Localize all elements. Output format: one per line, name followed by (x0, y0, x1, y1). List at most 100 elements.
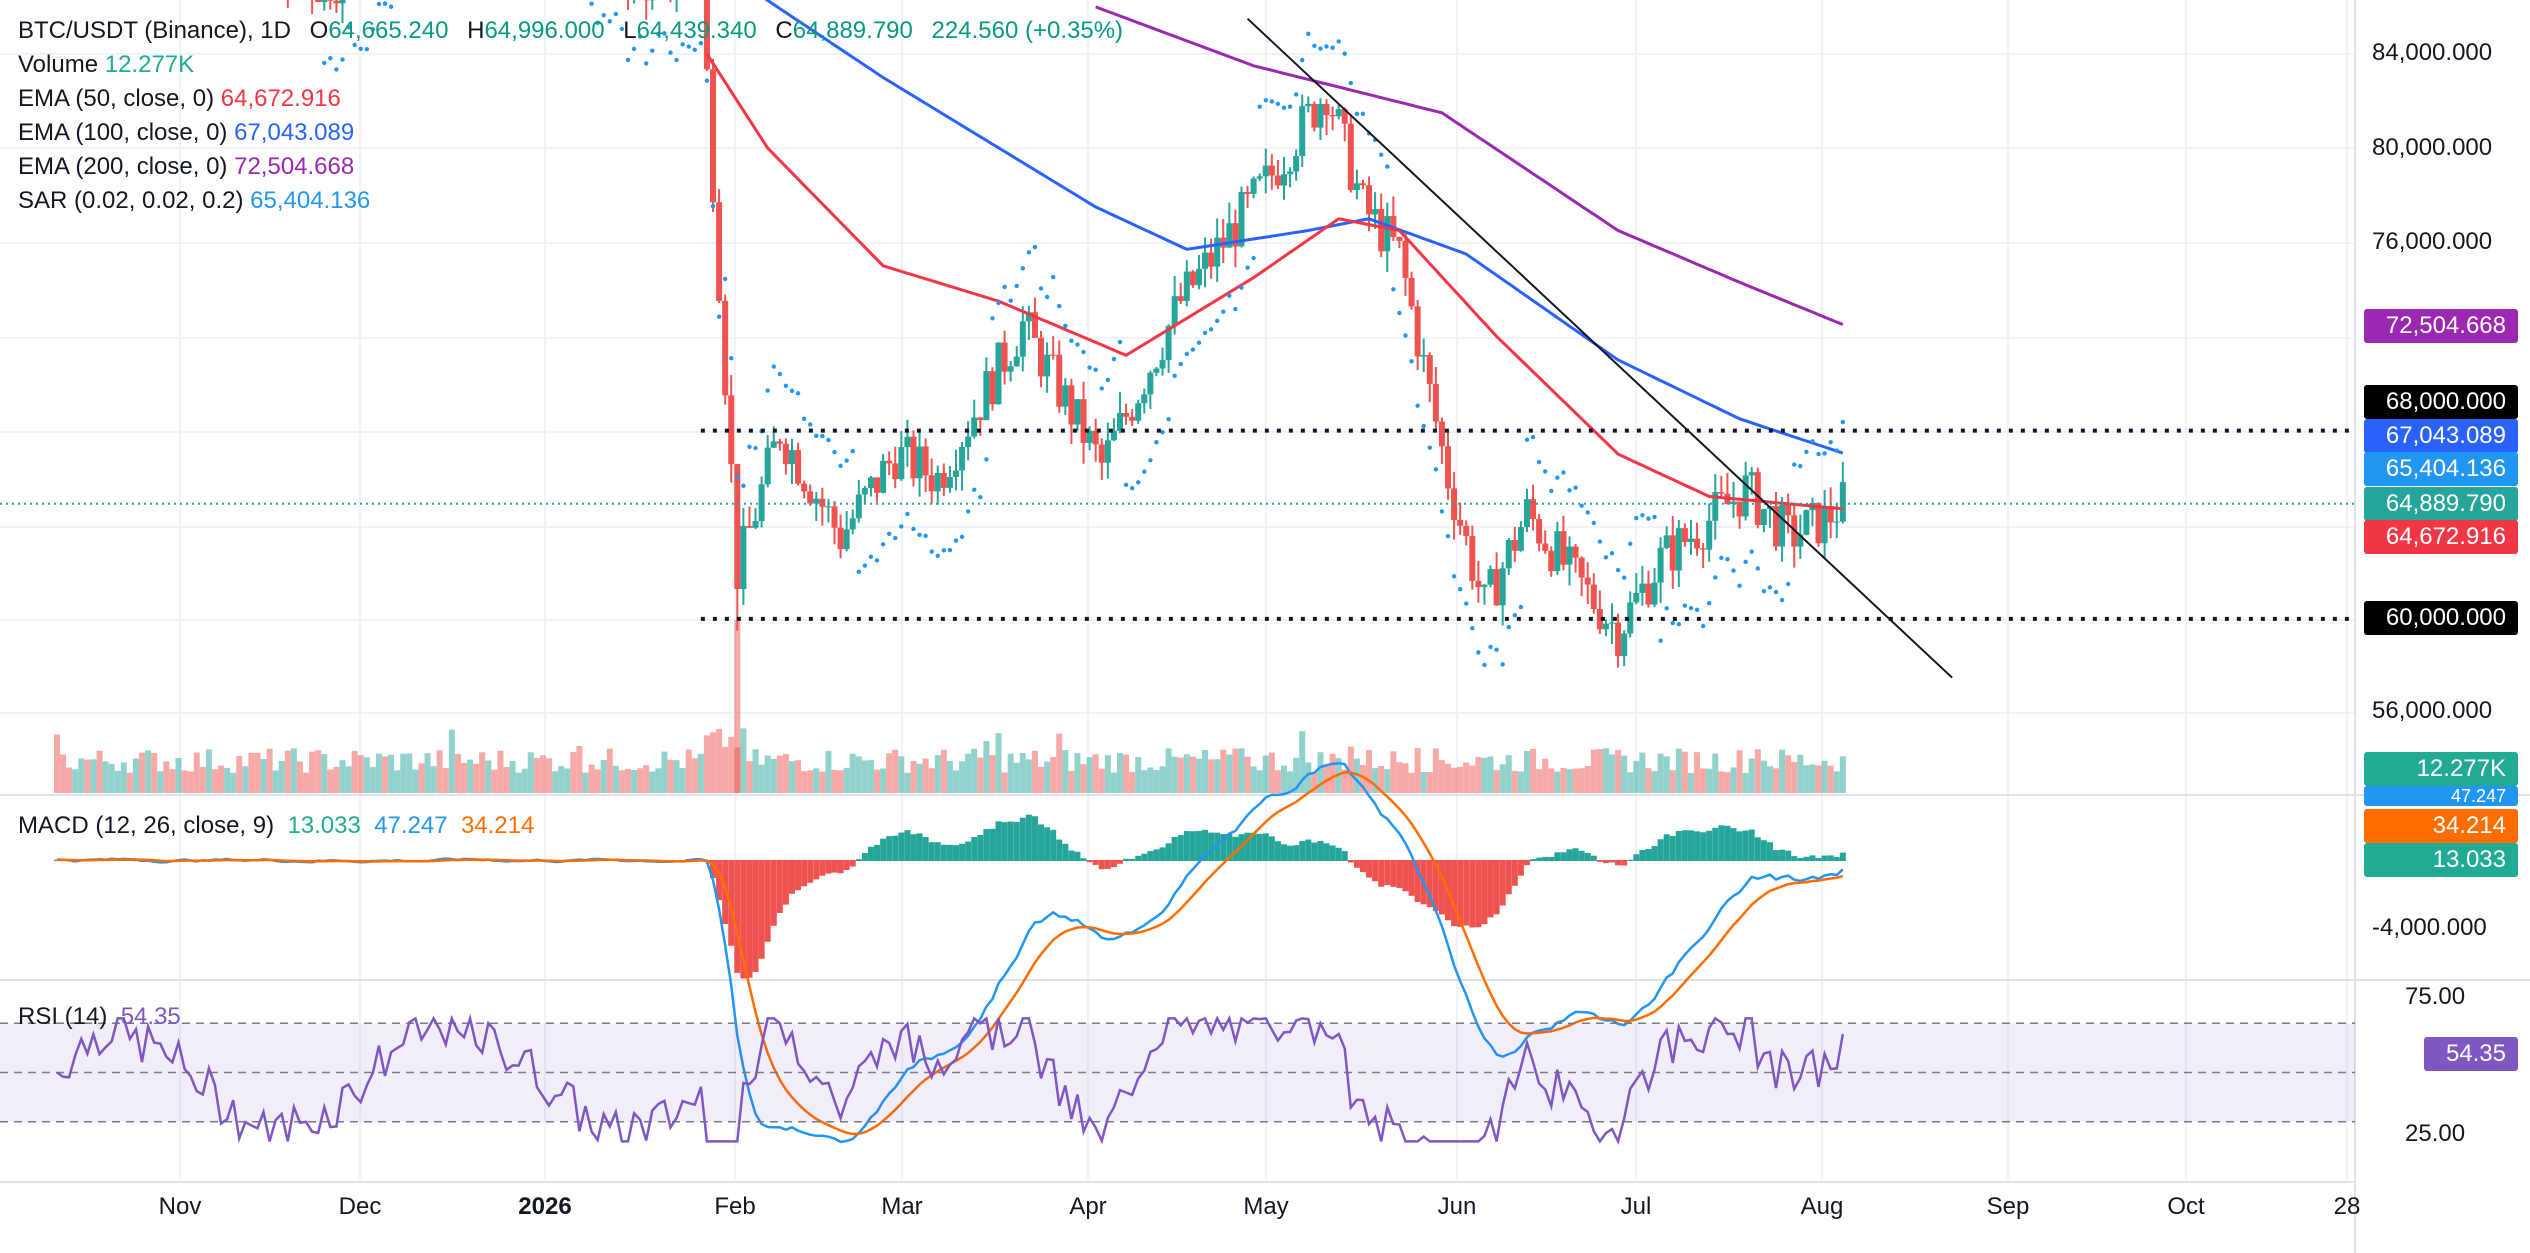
ema100-line (764, 0, 1844, 455)
sar-dot (1573, 485, 1578, 490)
candle-body (843, 529, 850, 550)
macd-histogram-bar (965, 841, 972, 861)
sar-dot (1457, 587, 1463, 592)
sar-dot (911, 526, 916, 532)
sar-dot (1044, 294, 1050, 300)
macd-signal-value: 34.214 (460, 812, 535, 839)
candle-body (1590, 584, 1597, 609)
ema100-legend-row[interactable]: EMA (100, close, 0) 67,043.089 (18, 116, 1123, 150)
macd-histogram-bar (1633, 854, 1640, 861)
sar-dot (1099, 386, 1104, 391)
volume-bar (558, 766, 565, 793)
volume-bar (1226, 754, 1233, 793)
sar-dot (1403, 333, 1408, 338)
macd-histogram-bar (1092, 860, 1099, 865)
sar-dot (1123, 482, 1129, 488)
candle-body (1530, 499, 1537, 520)
volume-bar (1469, 765, 1476, 793)
ema50-line (705, 53, 1843, 511)
volume-bar (1372, 768, 1379, 793)
macd-histogram-bar (1499, 860, 1506, 906)
main-legend: BTC/USDT (Binance), 1D O64,665.240 H64,9… (18, 14, 1123, 218)
candle-body (1062, 385, 1069, 407)
ema200-legend-row[interactable]: EMA (200, close, 0) 72,504.668 (18, 150, 1123, 184)
symbol-title[interactable]: BTC/USDT (Binance), 1D (18, 17, 291, 44)
sar-dot (1184, 351, 1190, 357)
sar-dot (850, 449, 855, 454)
candle-body (874, 477, 881, 493)
macd-legend[interactable]: MACD (12, 26, close, 9) 13.033 47.247 34… (18, 812, 534, 840)
candle-body (1827, 506, 1834, 523)
macd-histogram-bar (1797, 858, 1804, 861)
candle-body (752, 521, 759, 528)
sar-dot (1834, 448, 1839, 453)
volume-bar (1445, 763, 1452, 793)
sar-dot (1816, 451, 1821, 457)
sar-legend-row[interactable]: SAR (0.02, 0.02, 0.2) 65,404.136 (18, 184, 1123, 218)
candle-body (1110, 430, 1117, 441)
volume-legend-row[interactable]: Volume 12.277K (18, 48, 1123, 82)
sar-dot (1488, 644, 1493, 650)
volume-bar (1287, 771, 1294, 793)
ema50-legend-row[interactable]: EMA (50, close, 0) 64,672.916 (18, 82, 1123, 116)
macd-histogram-bar (1463, 860, 1470, 926)
candle-body (1274, 175, 1281, 186)
time-label-sep: Sep (1986, 1193, 2030, 1220)
macd-histogram-bar (1651, 846, 1658, 861)
sar-dot (1002, 284, 1007, 290)
candle-body (983, 371, 990, 421)
sar-dot (735, 474, 740, 479)
candle-body (1633, 592, 1640, 603)
volume-bar (874, 769, 881, 793)
macd-histogram-bar (1177, 835, 1184, 861)
volume-bar (1736, 750, 1743, 793)
candle-body (1615, 622, 1622, 657)
macd-histogram-bar (1560, 852, 1567, 861)
volume-bar (248, 752, 255, 793)
time-label-jun: Jun (1437, 1193, 1477, 1220)
volume-bar (1803, 765, 1810, 793)
volume-bar (1615, 750, 1622, 793)
volume-bar (1821, 760, 1828, 793)
sar-dot (1585, 510, 1590, 515)
volume-bar (375, 753, 382, 793)
sar-dot (1142, 469, 1147, 474)
sar-dot (868, 554, 874, 560)
price-axis-label-56000: 56,000.000 (2372, 697, 2493, 724)
macd-axis-label: -4,000.000 (2372, 914, 2487, 941)
volume-bar (193, 752, 200, 793)
sar-dot (692, 47, 697, 53)
volume-bar (126, 772, 133, 793)
volume-bar (1839, 756, 1846, 793)
candle-body (1238, 192, 1245, 247)
macd-histogram-bar (1578, 850, 1585, 861)
candle-body (1141, 394, 1148, 404)
macd-histogram-bar (1505, 860, 1512, 895)
ema200-label: EMA (200, close, 0) (18, 153, 228, 180)
sar-dot (619, 26, 625, 32)
volume-bar (1116, 753, 1123, 793)
macd-histogram-bar (1129, 858, 1136, 861)
volume-bar (1250, 766, 1257, 793)
macd-histogram-bar (825, 860, 832, 874)
low-value: 64,439.340 (636, 17, 757, 44)
macd-histogram-bar (1602, 860, 1609, 864)
sar-dot (777, 371, 783, 377)
ema100-price-tag: 67,043.089 (2364, 419, 2518, 453)
rsi-legend[interactable]: RSI (14) 54.35 (18, 1003, 181, 1031)
volume-bar (284, 750, 291, 793)
sar-dot (1652, 514, 1657, 520)
macd-histogram-bar (880, 838, 887, 861)
volume-bar (843, 767, 850, 793)
sar-dot (1785, 581, 1791, 587)
candle-body (959, 446, 966, 471)
sar-dot (1032, 244, 1038, 250)
candle-body (1463, 525, 1470, 537)
macd-histogram-bar (898, 832, 905, 861)
volume-bar (1505, 755, 1512, 793)
volume-bar (296, 761, 303, 793)
macd-histogram-bar (1086, 860, 1093, 863)
volume-bar (1244, 756, 1251, 793)
time-label-feb: Feb (714, 1193, 756, 1220)
